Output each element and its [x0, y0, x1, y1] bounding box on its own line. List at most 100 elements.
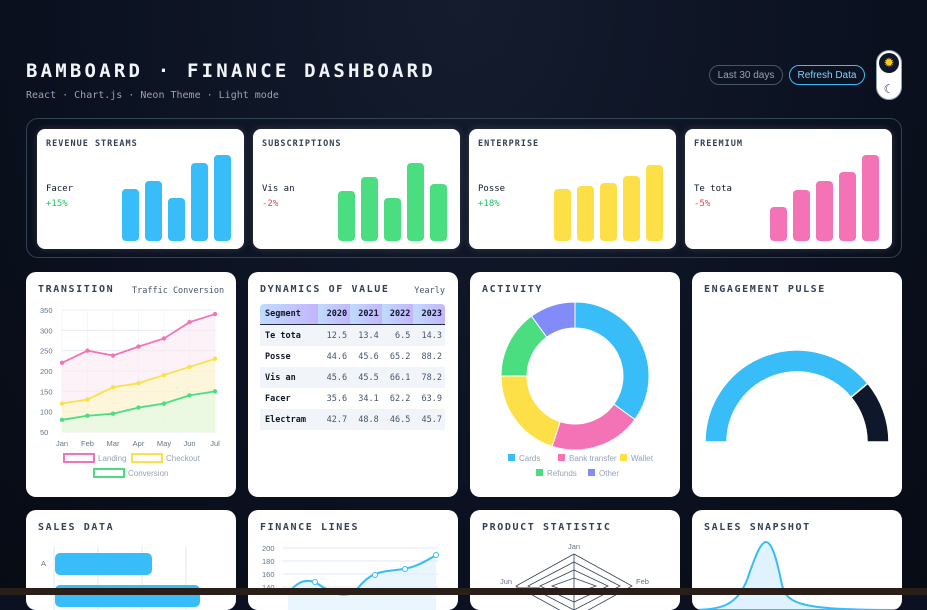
kpi-bar[interactable] — [338, 191, 355, 241]
kpi-bar[interactable] — [214, 155, 231, 241]
kpi-card-revenue-streams[interactable]: REVENUE STREAMS Facer +15% — [37, 129, 244, 249]
kpi-bar[interactable] — [793, 190, 810, 241]
finance-point[interactable] — [402, 566, 408, 572]
donut-slice-cards[interactable] — [574, 301, 650, 421]
kpi-bar[interactable] — [839, 172, 856, 241]
data-point[interactable] — [187, 320, 192, 325]
legend-label[interactable]: Wallet — [631, 454, 654, 463]
legend-swatch[interactable] — [131, 453, 163, 463]
y-tick-label: 200 — [262, 544, 275, 553]
kpi-card-freemium[interactable]: FREEMIUM Te tota -5% — [685, 129, 892, 249]
kpi-bar[interactable] — [145, 181, 162, 241]
data-point[interactable] — [85, 397, 90, 402]
kpi-bar[interactable] — [816, 181, 833, 241]
product-statistic-radar-chart[interactable]: Jan Feb Jun — [470, 510, 680, 610]
value-cell: 46.5 — [381, 409, 414, 430]
transition-line-chart[interactable]: 350 300 250 200 150 100 50 Jan Feb Mar Apr May Jun Ju… — [26, 272, 236, 497]
data-point[interactable] — [161, 336, 167, 341]
data-point[interactable] — [85, 348, 90, 353]
legend-swatch[interactable] — [93, 468, 125, 478]
sales-data-bar-chart[interactable]: A — [26, 510, 236, 610]
y-tick-label: 200 — [40, 367, 53, 376]
data-point[interactable] — [212, 356, 218, 361]
data-point[interactable] — [110, 385, 116, 390]
legend-label[interactable]: Conversion — [128, 469, 168, 478]
data-point[interactable] — [212, 311, 218, 317]
data-point[interactable] — [59, 360, 65, 366]
kpi-bar[interactable] — [862, 155, 879, 241]
kpi-bar[interactable] — [646, 165, 663, 241]
gauge-value-arc[interactable] — [704, 349, 869, 443]
legend-swatch[interactable] — [588, 469, 595, 476]
donut-slice-wallet[interactable] — [500, 375, 561, 448]
theme-toggle[interactable]: ✹ ☾ — [876, 50, 902, 100]
kpi-bar[interactable] — [623, 176, 640, 241]
card-title: PRODUCT STATISTIC — [482, 522, 612, 533]
legend-label[interactable]: Checkout — [166, 454, 201, 463]
data-point[interactable] — [110, 411, 116, 416]
donut-slice-other[interactable] — [530, 301, 576, 338]
moon-icon[interactable]: ☾ — [883, 82, 895, 96]
engagement-gauge-chart[interactable] — [692, 272, 902, 497]
finance-lines-chart[interactable]: 200 180 160 140 — [248, 510, 458, 610]
gauge-remainder-arc[interactable] — [849, 382, 890, 443]
kpi-bar[interactable] — [407, 163, 424, 241]
sales-bar-a[interactable] — [55, 553, 152, 575]
card-title: SALES DATA — [38, 522, 115, 533]
legend-label[interactable]: Other — [599, 469, 619, 478]
data-point[interactable] — [59, 417, 65, 422]
kpi-bar[interactable] — [168, 198, 185, 241]
data-point[interactable] — [85, 413, 90, 418]
legend-label[interactable]: Landing — [98, 454, 126, 463]
data-point[interactable] — [59, 401, 65, 406]
kpi-bar[interactable] — [577, 186, 594, 241]
date-range-button[interactable]: Last 30 days — [709, 65, 783, 85]
value-cell: 14.3 — [413, 324, 445, 346]
y-tick-label: 100 — [40, 408, 53, 417]
finance-point[interactable] — [372, 572, 378, 578]
donut-slice-bank-transfer[interactable] — [551, 403, 636, 451]
kpi-bar[interactable] — [122, 189, 139, 241]
legend-label[interactable]: Refunds — [547, 469, 577, 478]
legend-swatch[interactable] — [558, 454, 565, 461]
finance-point[interactable] — [312, 579, 318, 585]
data-point[interactable] — [212, 389, 218, 394]
segment-cell: Posse — [265, 351, 291, 362]
legend-label[interactable]: Bank transfer — [569, 454, 617, 463]
legend-swatch[interactable] — [508, 454, 515, 461]
kpi-bar[interactable] — [191, 163, 208, 241]
kpi-bar[interactable] — [384, 198, 401, 241]
kpi-bar[interactable] — [600, 183, 617, 241]
kpi-bar-chart — [770, 155, 879, 241]
data-point[interactable] — [161, 401, 167, 406]
table-row: Vis an 45.6 45.5 66.1 78.2 — [260, 367, 445, 388]
data-point[interactable] — [187, 393, 192, 398]
kpi-bar-chart — [338, 163, 447, 241]
card-title: ENGAGEMENT PULSE — [704, 284, 826, 295]
activity-donut-chart[interactable]: Cards Bank transfer Wallet Refunds Other — [470, 272, 680, 497]
data-point[interactable] — [187, 364, 192, 370]
legend-label[interactable]: Cards — [519, 454, 540, 463]
kpi-strip: REVENUE STREAMS Facer +15% SUBSCRIPTIONS… — [26, 118, 902, 258]
data-point[interactable] — [136, 405, 141, 410]
kpi-bar[interactable] — [430, 184, 447, 241]
legend-swatch[interactable] — [536, 469, 543, 476]
sun-icon[interactable]: ✹ — [879, 53, 899, 73]
kpi-bar[interactable] — [361, 177, 378, 241]
kpi-card-subscriptions[interactable]: SUBSCRIPTIONS Vis an -2% — [253, 129, 460, 249]
legend-swatch[interactable] — [620, 454, 627, 461]
kpi-bar[interactable] — [554, 189, 571, 241]
x-tick-label: Apr — [133, 439, 145, 448]
kpi-card-enterprise[interactable]: ENTERPRISE Posse +18% — [469, 129, 676, 249]
snapshot-area[interactable] — [692, 540, 902, 610]
sales-snapshot-area-chart[interactable] — [692, 510, 902, 610]
finance-point[interactable] — [433, 552, 439, 558]
refresh-data-button[interactable]: Refresh Data — [789, 65, 865, 85]
legend-swatch[interactable] — [63, 453, 95, 463]
kpi-bar[interactable] — [770, 207, 787, 241]
segment-cell: Vis an — [260, 367, 319, 388]
data-point[interactable] — [110, 353, 116, 358]
data-point[interactable] — [136, 381, 141, 386]
data-point[interactable] — [136, 344, 141, 349]
data-point[interactable] — [161, 372, 167, 378]
